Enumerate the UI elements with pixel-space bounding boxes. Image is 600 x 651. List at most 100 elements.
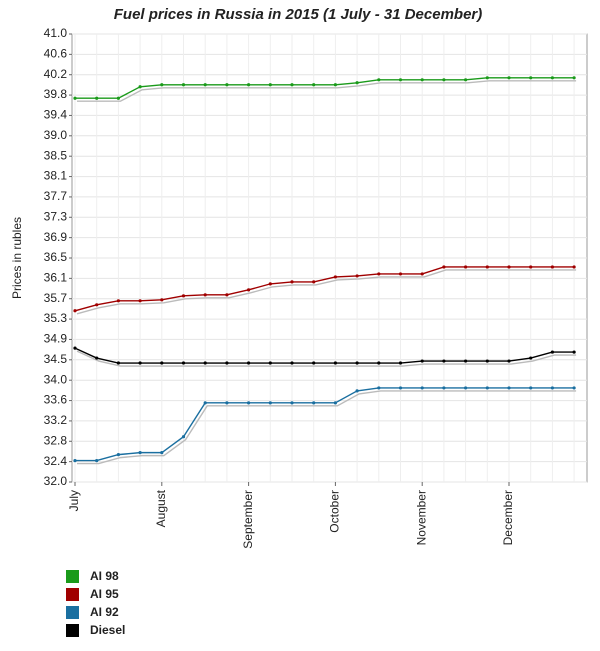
data-point [377, 361, 381, 365]
data-point [268, 83, 272, 87]
data-point [398, 386, 403, 390]
data-point [529, 265, 533, 269]
y-tick-label: 33.6 [44, 393, 68, 407]
x-tick-label: October [328, 490, 342, 533]
legend-swatch [66, 588, 79, 601]
data-point [333, 361, 337, 365]
data-point [181, 83, 186, 87]
data-point [333, 401, 337, 405]
data-point [333, 83, 337, 87]
data-point [550, 76, 555, 80]
series-line [75, 387, 575, 462]
data-point [138, 361, 142, 365]
data-point [442, 265, 446, 269]
data-point [290, 361, 294, 365]
data-point [507, 386, 511, 390]
chart-title: Fuel prices in Russia in 2015 (1 July - … [114, 6, 483, 23]
data-point [485, 265, 489, 269]
legend-label: AI 95 [90, 587, 119, 601]
data-point [507, 359, 511, 363]
y-tick-label: 39.0 [44, 128, 68, 142]
data-point [529, 76, 533, 80]
data-point [225, 293, 229, 297]
data-point [420, 78, 424, 82]
data-point [181, 435, 186, 439]
y-tick-label: 36.5 [44, 250, 68, 264]
data-point [507, 76, 511, 80]
data-point [464, 386, 468, 390]
data-point [73, 309, 77, 313]
data-point [160, 451, 164, 455]
data-point [160, 298, 164, 302]
legend-swatch [66, 570, 79, 583]
y-tick-label: 32.0 [44, 474, 68, 488]
data-point [333, 275, 337, 279]
data-point [247, 288, 251, 292]
data-point [377, 272, 381, 276]
y-tick-label: 40.6 [44, 47, 68, 61]
data-point [181, 294, 186, 298]
data-point [225, 83, 229, 87]
data-point [203, 83, 207, 87]
data-point [485, 76, 489, 80]
series-line [75, 77, 575, 99]
data-point [268, 282, 272, 286]
y-tick-label: 39.4 [44, 108, 68, 122]
y-tick-label: 37.3 [44, 209, 68, 223]
data-point [160, 83, 164, 87]
data-point [355, 389, 359, 393]
y-tick-label: 39.8 [44, 87, 68, 101]
data-point [529, 356, 533, 360]
data-point [398, 272, 403, 276]
data-point [138, 451, 142, 455]
data-point [377, 386, 381, 390]
data-point [138, 299, 142, 303]
y-tick-label: 41.0 [44, 26, 68, 40]
data-point [247, 401, 251, 405]
data-point [225, 401, 229, 405]
y-tick-label: 34.0 [44, 372, 68, 386]
data-point [485, 359, 489, 363]
x-tick-label: September [241, 490, 255, 549]
data-point [312, 401, 316, 405]
data-point [160, 361, 164, 365]
y-tick-label: 36.9 [44, 230, 68, 244]
data-point [398, 78, 403, 82]
legend-label: AI 98 [90, 569, 119, 583]
data-point [203, 293, 207, 297]
data-point [95, 303, 99, 307]
data-point [203, 401, 207, 405]
data-point [572, 386, 576, 390]
data-point [247, 83, 251, 87]
data-point [268, 361, 272, 365]
y-tick-label: 34.5 [44, 352, 68, 366]
data-point [442, 386, 446, 390]
y-tick-label: 32.4 [44, 454, 68, 468]
data-point [464, 78, 468, 82]
data-point [73, 346, 77, 350]
data-point [95, 458, 99, 463]
data-point [95, 356, 99, 360]
y-tick-label: 38.1 [44, 169, 68, 183]
data-point [247, 361, 251, 365]
data-point [464, 265, 468, 269]
data-point [355, 81, 359, 85]
data-point [116, 453, 120, 457]
data-point [550, 386, 555, 390]
data-point [312, 83, 316, 87]
data-point [572, 350, 576, 354]
data-point [225, 361, 229, 365]
data-point [420, 272, 424, 276]
data-point [464, 359, 468, 363]
data-point [73, 96, 77, 100]
x-tick-label: December [501, 490, 515, 545]
data-point [355, 274, 359, 278]
y-tick-label: 38.5 [44, 148, 68, 162]
data-point [442, 78, 446, 82]
data-point [181, 361, 186, 365]
y-tick-label: 34.9 [44, 332, 68, 346]
data-point [203, 361, 207, 365]
y-tick-label: 35.3 [44, 311, 68, 325]
y-tick-label: 40.2 [44, 67, 68, 81]
